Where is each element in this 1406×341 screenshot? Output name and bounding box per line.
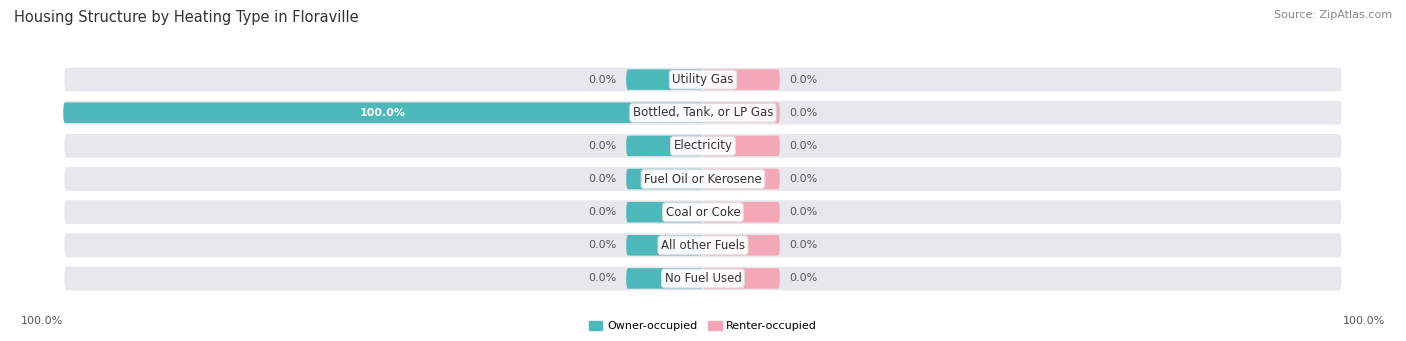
Text: 100.0%: 100.0% <box>21 315 63 326</box>
Text: 0.0%: 0.0% <box>588 75 617 85</box>
Text: Source: ZipAtlas.com: Source: ZipAtlas.com <box>1274 10 1392 20</box>
FancyBboxPatch shape <box>63 100 1343 126</box>
FancyBboxPatch shape <box>626 235 703 255</box>
FancyBboxPatch shape <box>703 202 780 222</box>
FancyBboxPatch shape <box>626 169 703 189</box>
Text: All other Fuels: All other Fuels <box>661 239 745 252</box>
FancyBboxPatch shape <box>626 69 703 90</box>
FancyBboxPatch shape <box>63 232 1343 258</box>
FancyBboxPatch shape <box>703 268 780 289</box>
FancyBboxPatch shape <box>703 169 780 189</box>
Text: 0.0%: 0.0% <box>789 174 818 184</box>
FancyBboxPatch shape <box>703 136 780 156</box>
Text: Coal or Coke: Coal or Coke <box>665 206 741 219</box>
Text: No Fuel Used: No Fuel Used <box>665 272 741 285</box>
Text: 0.0%: 0.0% <box>588 174 617 184</box>
Text: 100.0%: 100.0% <box>360 108 406 118</box>
FancyBboxPatch shape <box>63 103 703 123</box>
FancyBboxPatch shape <box>63 67 1343 92</box>
FancyBboxPatch shape <box>63 133 1343 159</box>
Text: Bottled, Tank, or LP Gas: Bottled, Tank, or LP Gas <box>633 106 773 119</box>
FancyBboxPatch shape <box>703 103 780 123</box>
FancyBboxPatch shape <box>703 69 780 90</box>
Text: 0.0%: 0.0% <box>588 240 617 250</box>
Text: 0.0%: 0.0% <box>588 207 617 217</box>
Text: 100.0%: 100.0% <box>1343 315 1385 326</box>
Text: 0.0%: 0.0% <box>588 141 617 151</box>
Text: 0.0%: 0.0% <box>789 75 818 85</box>
Text: Housing Structure by Heating Type in Floraville: Housing Structure by Heating Type in Flo… <box>14 10 359 25</box>
Text: 0.0%: 0.0% <box>588 273 617 283</box>
Text: Electricity: Electricity <box>673 139 733 152</box>
FancyBboxPatch shape <box>626 202 703 222</box>
Text: Fuel Oil or Kerosene: Fuel Oil or Kerosene <box>644 173 762 186</box>
Legend: Owner-occupied, Renter-occupied: Owner-occupied, Renter-occupied <box>585 316 821 336</box>
FancyBboxPatch shape <box>626 268 703 289</box>
Text: Utility Gas: Utility Gas <box>672 73 734 86</box>
FancyBboxPatch shape <box>63 266 1343 291</box>
FancyBboxPatch shape <box>63 166 1343 192</box>
FancyBboxPatch shape <box>703 235 780 255</box>
Text: 0.0%: 0.0% <box>789 141 818 151</box>
Text: 0.0%: 0.0% <box>789 273 818 283</box>
FancyBboxPatch shape <box>63 199 1343 225</box>
FancyBboxPatch shape <box>626 136 703 156</box>
Text: 0.0%: 0.0% <box>789 108 818 118</box>
Text: 0.0%: 0.0% <box>789 240 818 250</box>
Text: 0.0%: 0.0% <box>789 207 818 217</box>
